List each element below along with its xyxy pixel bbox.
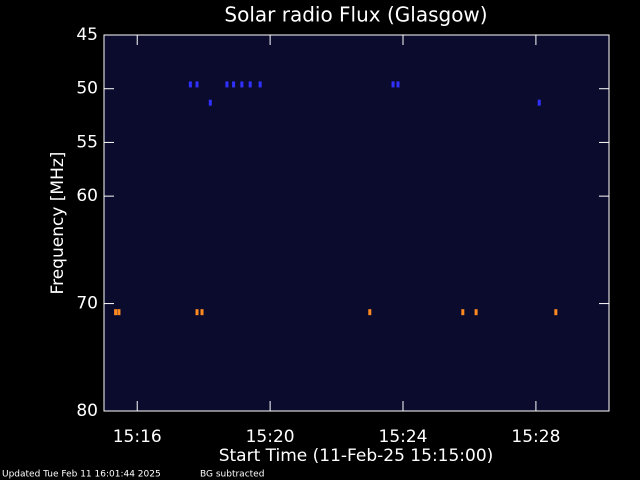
bright-pixel — [396, 81, 400, 88]
bright-pixel — [208, 99, 212, 106]
bright-pixel — [114, 309, 118, 316]
bright-pixel — [537, 99, 541, 106]
x-tick-label: 15:24 — [379, 427, 428, 447]
bright-pixel — [117, 309, 121, 316]
bright-pixel — [195, 309, 199, 316]
bright-pixel — [248, 81, 252, 88]
y-tick-label: 80 — [76, 401, 98, 421]
footer-note: BG subtracted — [200, 470, 264, 480]
bright-pixel — [258, 81, 262, 88]
bright-pixel — [188, 81, 192, 88]
bright-pixel — [232, 81, 236, 88]
bright-pixel — [461, 309, 465, 316]
bright-pixel — [195, 81, 199, 88]
bright-pixel — [368, 309, 372, 316]
bright-pixel — [240, 81, 244, 88]
y-tick-label: 45 — [76, 25, 98, 45]
x-tick-label: 15:16 — [113, 427, 162, 447]
bright-pixel — [474, 309, 478, 316]
y-tick-label: 50 — [76, 79, 98, 99]
y-tick-label: 60 — [76, 186, 98, 206]
bright-pixel — [391, 81, 395, 88]
bright-pixel — [200, 309, 204, 316]
y-tick-label: 70 — [76, 294, 98, 314]
bright-pixel — [554, 309, 558, 316]
plot-area — [103, 34, 610, 412]
y-tick-label: 55 — [76, 132, 98, 152]
footer-updated: Updated Tue Feb 11 16:01:44 2025 — [2, 470, 161, 480]
x-axis-label: Start Time (11-Feb-25 15:15:00) — [219, 446, 494, 466]
bright-pixel — [225, 81, 229, 88]
y-axis-label: Frequency [MHz] — [48, 152, 68, 295]
x-tick-label: 15:20 — [246, 427, 295, 447]
chart-title: Solar radio Flux (Glasgow) — [224, 3, 487, 27]
x-tick-label: 15:28 — [511, 427, 560, 447]
